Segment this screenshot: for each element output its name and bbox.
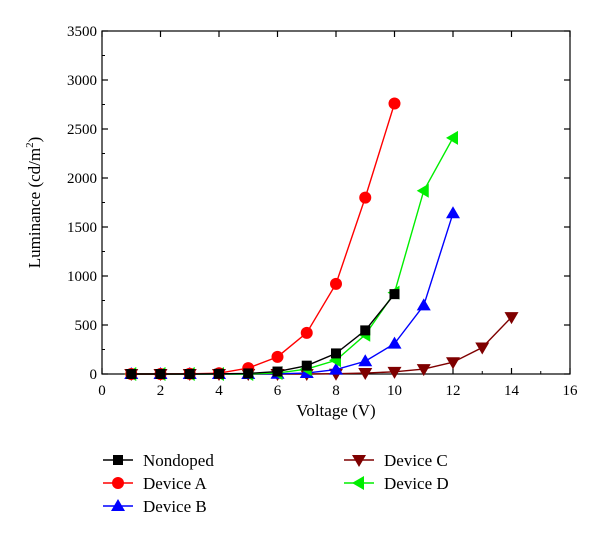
data-point-nondoped [184, 369, 195, 379]
data-point-device-a [388, 97, 401, 110]
legend-label: Device A [143, 474, 207, 493]
legend-marker [352, 455, 366, 467]
axes: 0 2 4 6 8 10 12 14 16 0 500 1000 1500 2000 2500 3000 350… [24, 24, 578, 420]
legend-label: Nondoped [143, 451, 214, 470]
data-point-nondoped [301, 360, 312, 371]
data-point-device-b [329, 362, 343, 375]
x-axis-title: Voltage (V) [296, 401, 375, 420]
x-tick-label: 4 [215, 383, 223, 399]
data-point-device-c [504, 312, 519, 325]
data-point-device-d [416, 183, 429, 198]
series-device-d [124, 130, 458, 381]
y-tick-label: 0 [90, 367, 98, 383]
data-point-nondoped [214, 368, 224, 379]
legend-marker [352, 476, 364, 490]
data-point-device-a [271, 350, 284, 363]
legend-marker [113, 455, 123, 465]
y-tick-label: 500 [75, 318, 98, 334]
plot-area [101, 30, 571, 375]
data-point-device-c [475, 342, 490, 355]
legend-item-device-a: Device A [103, 474, 207, 493]
data-point-nondoped [243, 368, 254, 379]
series-nondoped [126, 289, 400, 379]
x-tick-label: 6 [274, 383, 282, 399]
legend-label: Device B [143, 497, 207, 516]
series-line-device-d [131, 137, 454, 375]
series-line-device-a [131, 103, 396, 375]
x-tick-label: 12 [446, 383, 461, 399]
data-point-nondoped [331, 348, 341, 359]
y-tick-label: 1000 [67, 269, 97, 285]
x-tick-label: 0 [98, 383, 106, 399]
legend-item-device-d: Device D [344, 474, 449, 493]
legend-item-device-b: Device B [103, 497, 207, 516]
legend-marker [112, 477, 124, 489]
plot-frame [101, 30, 571, 375]
data-point-device-b [416, 298, 431, 311]
legend-label: Device C [384, 451, 448, 470]
y-tick-label: 3500 [67, 24, 97, 40]
series-device-b [124, 206, 460, 379]
data-point-device-c [416, 364, 431, 377]
data-point-nondoped [389, 289, 400, 300]
data-point-nondoped [155, 369, 166, 379]
series-line-device-b [131, 213, 454, 375]
data-point-device-b [387, 336, 402, 349]
x-tick-label: 8 [332, 383, 340, 399]
data-point-nondoped [126, 369, 137, 379]
legend-marker [111, 499, 125, 511]
series-layer [124, 97, 519, 381]
data-point-device-a [359, 191, 372, 204]
data-point-device-b [446, 206, 460, 219]
data-point-device-c [387, 366, 402, 379]
data-point-device-a [330, 277, 342, 290]
data-point-device-c [358, 368, 373, 381]
legend-item-nondoped: Nondoped [103, 451, 214, 470]
series-line-nondoped [131, 293, 396, 375]
y-tick-label: 2000 [67, 171, 97, 187]
data-point-device-c [446, 357, 460, 370]
y-tick-label: 2500 [67, 122, 97, 138]
y-tick-label: 3000 [67, 73, 97, 89]
legend-label: Device D [384, 474, 449, 493]
data-point-nondoped [272, 366, 283, 377]
data-point-nondoped [360, 325, 371, 336]
data-point-device-d [446, 130, 458, 145]
x-tick-label: 10 [387, 383, 402, 399]
legend-item-device-c: Device C [344, 451, 448, 470]
data-point-device-a [300, 326, 313, 339]
y-axis-title: Luminance (cd/m2) [24, 137, 44, 269]
x-tick-label: 14 [504, 383, 520, 399]
series-device-a [125, 97, 401, 380]
x-tick-label: 16 [563, 383, 579, 399]
data-point-device-b [358, 354, 373, 367]
legend: Nondoped Device A Device B Device C Device D [103, 451, 449, 516]
x-tick-label: 2 [157, 383, 165, 399]
y-tick-label: 1500 [67, 220, 97, 236]
